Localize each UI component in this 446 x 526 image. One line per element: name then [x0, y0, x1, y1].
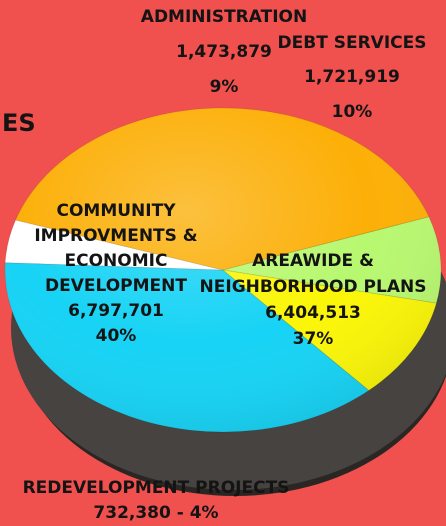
data-label-value: 6,404,513 — [265, 303, 361, 323]
data-label-percent: 37% — [293, 329, 334, 349]
label-redevelopment: REDEVELOPMENT PROJECTS 732,380 - 4% — [23, 478, 290, 523]
data-label-percent: 40% — [96, 326, 137, 346]
title-fragment: ES — [2, 109, 36, 137]
data-label-name-line-3: ECONOMIC — [65, 251, 168, 271]
data-label-percent: 9% — [210, 77, 239, 97]
label-administration: ADMINISTRATION 1,473,879 9% — [141, 7, 307, 97]
data-label-value: 1,473,879 — [176, 42, 272, 62]
data-label-name: DEBT SERVICES — [278, 33, 427, 53]
data-label-name-line-2: NEIGHBORHOOD PLANS — [200, 277, 427, 297]
data-label-name-line-4: DEVELOPMENT — [45, 276, 187, 296]
data-label-value: 732,380 - 4% — [93, 503, 218, 523]
data-label-name: ADMINISTRATION — [141, 7, 307, 27]
data-label-name-line-1: AREAWIDE & — [252, 251, 374, 271]
label-debt-services: DEBT SERVICES 1,721,919 10% — [278, 33, 427, 122]
data-label-name-line-1: COMMUNITY — [56, 201, 176, 221]
label-community-improvments: COMMUNITY IMPROVMENTS & ECONOMIC DEVELOP… — [34, 201, 197, 346]
data-label-value: 1,721,919 — [304, 67, 400, 87]
data-label-name: REDEVELOPMENT PROJECTS — [23, 478, 290, 498]
data-label-value: 6,797,701 — [68, 301, 164, 321]
data-label-name-line-2: IMPROVMENTS & — [34, 226, 197, 246]
data-label-percent: 10% — [332, 102, 373, 122]
label-areawide: AREAWIDE & NEIGHBORHOOD PLANS 6,404,513 … — [200, 251, 427, 349]
